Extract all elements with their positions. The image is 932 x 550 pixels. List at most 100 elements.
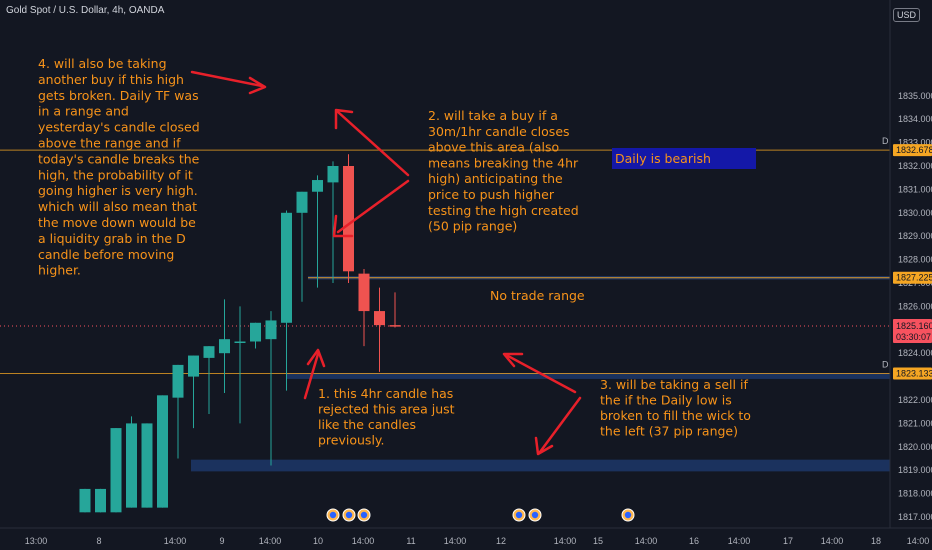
event-icon-inner: [531, 511, 539, 519]
arrow-note2-up: [336, 110, 410, 177]
note4-line: 4. will also be taking: [38, 56, 167, 71]
candle-body: [219, 339, 230, 354]
price-tick-label: 1829.000: [898, 231, 932, 241]
event-icon-inner: [515, 511, 523, 519]
note3-line: the left (37 pip range): [600, 424, 738, 439]
note1-line: previously.: [318, 433, 385, 448]
arrow-note3-down: [538, 396, 582, 454]
candle-body: [374, 311, 385, 326]
note2-line: means breaking the 4hr: [428, 155, 579, 170]
price-tag-label: 1827.225: [896, 273, 932, 283]
price-tick-label: 1822.000: [898, 395, 932, 405]
arrow-note2-up-head: [334, 108, 354, 130]
arrow-note3-up: [506, 354, 577, 394]
candle-body: [265, 320, 277, 340]
price-tick-label: 1835.000: [898, 91, 932, 101]
price-tick-label: 1830.000: [898, 208, 932, 218]
arrow-note4-head: [248, 76, 267, 95]
note4-line: candle before moving: [38, 247, 174, 262]
price-tick-label: 1831.000: [898, 184, 932, 194]
price-tick-label: 1833.000: [898, 138, 932, 148]
time-tick-label: 14:00: [554, 536, 577, 546]
candle-body: [312, 180, 323, 192]
note3-line: the if the Daily low is: [600, 393, 732, 408]
note2-line: high) anticipating the: [428, 171, 563, 186]
arrow-note1-head: [306, 348, 326, 368]
daily-marker: D: [882, 136, 889, 146]
candle-body: [281, 212, 292, 323]
current-price-label: 1825.160: [896, 321, 932, 331]
note4-line: higher.: [38, 263, 81, 278]
time-tick-label: 16: [689, 536, 699, 546]
time-tick-label: 11: [406, 536, 415, 546]
arrow-note2-down: [336, 179, 410, 234]
price-axis: 1835.000 1834.000 1833.000 1832.000 1831.000…: [889, 0, 932, 528]
price-tick-label: 1817.000: [898, 512, 932, 522]
candle-body: [250, 322, 261, 342]
price-tick-label: 1826.000: [898, 301, 932, 311]
annotation-arrows: [190, 70, 582, 456]
candle-body: [203, 346, 215, 358]
candle-body: [389, 325, 401, 327]
price-tick-label: 1832.000: [898, 161, 932, 171]
event-icon-inner: [360, 511, 368, 519]
candle-body: [327, 166, 339, 183]
note2-line: above this area (also: [428, 140, 559, 155]
candle-body: [188, 355, 199, 377]
candle-body: [358, 273, 370, 312]
candle-body: [157, 395, 168, 508]
candles: [79, 154, 401, 513]
price-tag: [893, 367, 932, 380]
note1-line: 1. this 4hr candle has: [318, 386, 453, 401]
time-tick-label: 15: [593, 536, 603, 546]
event-icon-inner: [345, 511, 353, 519]
note4-line: above the range and if: [38, 136, 181, 151]
price-tick-label: 1820.000: [898, 442, 932, 452]
time-tick-label: 14:00: [164, 536, 187, 546]
price-tick-label: 1834.000: [898, 114, 932, 124]
daily-bearish-box: [612, 148, 756, 169]
arrow-note3-up-head: [502, 352, 524, 368]
note2-line: price to push higher: [428, 187, 555, 202]
note1-line: rejected this area just: [318, 402, 455, 417]
candle-body: [141, 423, 153, 508]
event-icons: [326, 508, 635, 522]
symbol-title: Gold Spot / U.S. Dollar, 4h, OANDA: [6, 5, 165, 16]
currency-button[interactable]: USD: [893, 8, 921, 22]
note4-line: today's candle breaks the: [38, 151, 200, 166]
note4-line: yesterday's candle closed: [38, 120, 200, 135]
time-tick-label: 14:00: [635, 536, 658, 546]
time-tick-label: 18: [871, 536, 881, 546]
note4-line: a liquidity grab in the D: [38, 231, 186, 246]
note4-line: in a range and: [38, 104, 129, 119]
no-trade-label: No trade range: [490, 288, 585, 303]
price-tick-label: 1828.000: [898, 255, 932, 265]
arrow-note4: [190, 70, 264, 88]
note4-line: the move down would be: [38, 215, 196, 230]
time-tick-label: 12: [496, 536, 506, 546]
note4-line: gets broken. Daily TF was: [38, 88, 199, 103]
current-price-tag: [893, 319, 932, 344]
time-tick-label: 14:00: [352, 536, 375, 546]
note4-line: high, the probability of it: [38, 167, 193, 182]
note4-line: another buy if this high: [38, 72, 184, 87]
time-tick-label: 13:00: [25, 536, 48, 546]
note2-line: 2. will take a buy if a: [428, 108, 558, 123]
note2-line: testing the high created: [428, 203, 579, 218]
time-tick-label: 14:00: [821, 536, 844, 546]
candle-body: [95, 488, 106, 513]
event-icon-inner: [329, 511, 337, 519]
note1-line: like the candles: [318, 417, 416, 432]
note2-line: (50 pip range): [428, 219, 517, 234]
countdown-label: 03:30:07: [896, 332, 931, 342]
time-tick-label: 14:00: [728, 536, 751, 546]
price-tag-label: 1832.678: [896, 145, 932, 155]
time-tick-label: 14:00: [259, 536, 282, 546]
note4-line: going higher is very high.: [38, 183, 198, 198]
time-axis: 13:00 8 14:00 9 14:00 10 14:00 11 14:00 12 14:00 15…: [0, 527, 932, 546]
note3-line: broken to fill the wick to: [600, 408, 751, 423]
time-tick-label: 14:00: [444, 536, 467, 546]
daily-bearish-label: Daily is bearish: [615, 151, 711, 166]
price-tick-label: 1824.000: [898, 348, 932, 358]
